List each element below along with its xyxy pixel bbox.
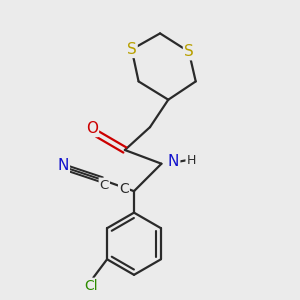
Text: C: C (100, 179, 109, 192)
Text: H: H (187, 154, 196, 166)
Text: N: N (168, 154, 179, 169)
Text: C: C (119, 182, 129, 196)
Text: N: N (57, 158, 69, 173)
Text: O: O (86, 121, 98, 136)
Text: Cl: Cl (84, 279, 98, 293)
Text: S: S (127, 42, 136, 57)
Text: S: S (184, 44, 194, 59)
